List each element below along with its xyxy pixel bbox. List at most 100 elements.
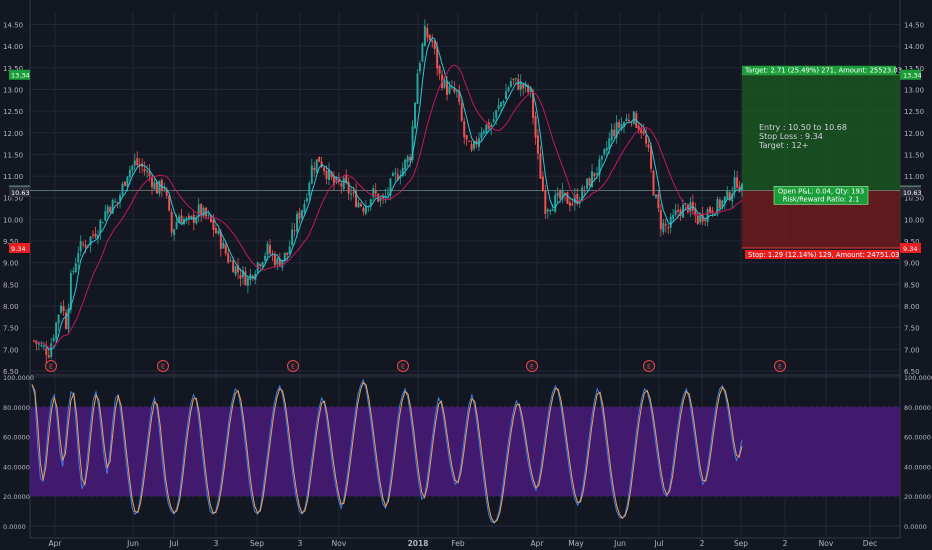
candle: [325, 165, 328, 185]
earnings-marker[interactable]: E: [45, 360, 57, 372]
candle: [74, 257, 77, 274]
candle: [551, 204, 554, 212]
candle: [355, 183, 358, 208]
earnings-marker[interactable]: E: [157, 360, 169, 372]
candle: [146, 165, 149, 178]
candle: [298, 207, 301, 224]
candle: [288, 240, 291, 255]
earnings-marker[interactable]: E: [643, 360, 655, 372]
candle: [72, 267, 75, 275]
candle: [613, 123, 616, 139]
position-labels: Target: 2.71 (25.49%) 271, Amount: 25523…: [9, 65, 922, 259]
time-tick-label: Nov: [332, 539, 347, 548]
candle: [519, 74, 522, 97]
candle: [455, 89, 458, 98]
price-tick-right: 10.50: [904, 195, 924, 203]
candle: [605, 140, 608, 157]
candle: [106, 204, 109, 218]
candle: [549, 208, 552, 216]
candle: [340, 180, 343, 194]
earnings-marker[interactable]: E: [526, 360, 538, 372]
candle: [492, 111, 495, 123]
candle: [394, 167, 397, 182]
osc-tick-left: 60.0000: [3, 434, 30, 442]
price-tick-left: 12.00: [3, 130, 23, 138]
candle: [443, 77, 446, 89]
candle: [433, 39, 436, 55]
candle: [94, 226, 97, 240]
candle: [699, 213, 702, 225]
time-tick-label: 3: [298, 539, 303, 548]
candle: [463, 117, 466, 145]
candle: [659, 203, 662, 237]
candle: [234, 265, 237, 277]
candle: [79, 235, 82, 257]
price-tick-right: 9.50: [904, 238, 920, 246]
candle: [372, 185, 375, 201]
risk-reward-label: Risk/Reward Ratio: 2.1: [783, 195, 860, 203]
time-tick-label: 3: [214, 539, 219, 548]
price-tick-right: 11.00: [904, 173, 924, 181]
candle: [202, 205, 205, 219]
price-axis-badge: [900, 187, 921, 198]
earnings-marker[interactable]: E: [287, 360, 299, 372]
svg-text:E: E: [401, 363, 405, 371]
svg-text:E: E: [778, 363, 782, 371]
candle: [438, 64, 441, 80]
candle: [364, 200, 367, 216]
candle: [669, 212, 672, 234]
candle: [468, 140, 471, 143]
time-tick-label: Apr: [531, 539, 545, 548]
price-tick-left: 14.00: [3, 43, 23, 51]
candle: [672, 208, 675, 223]
candle: [239, 268, 242, 287]
target-label-box: [742, 65, 896, 75]
earnings-marker[interactable]: E: [397, 360, 409, 372]
osc-tick-left: 40.0000: [3, 463, 30, 471]
time-tick-label: May: [568, 539, 584, 548]
candle: [696, 212, 699, 225]
oscillator-k-line: [31, 378, 743, 524]
candle: [603, 148, 606, 157]
candle: [728, 191, 731, 202]
candle: [652, 169, 655, 196]
candle: [84, 239, 87, 254]
earnings-marker[interactable]: E: [774, 360, 786, 372]
candle: [546, 207, 549, 219]
candle: [502, 99, 505, 106]
candle: [40, 340, 43, 348]
candle: [222, 238, 225, 249]
time-tick-label: Sep: [734, 539, 748, 548]
candle: [706, 207, 709, 227]
candle: [625, 113, 628, 122]
candle: [332, 171, 335, 191]
price-tick-right: 7.00: [904, 346, 920, 354]
candle: [293, 223, 296, 237]
time-tick-label: 2018: [408, 539, 429, 548]
time-tick-label: Nov: [819, 539, 834, 548]
price-tick-left: 14.50: [3, 21, 23, 29]
stop-label: Stop: 1.29 (12.14%) 129, Amount: 24751.0…: [748, 251, 899, 259]
candle: [119, 192, 122, 209]
candle: [347, 177, 350, 200]
target-label: Target: 2.71 (25.49%) 271, Amount: 25523…: [744, 67, 902, 75]
svg-text:E: E: [530, 363, 534, 371]
price-axis-badge: [900, 69, 921, 80]
price-tick-left: 12.50: [3, 108, 23, 116]
candle: [217, 228, 220, 236]
candle: [269, 239, 271, 256]
candle: [573, 188, 576, 211]
candle: [62, 300, 65, 317]
candle: [114, 198, 117, 203]
candle: [168, 194, 171, 212]
candle: [741, 183, 743, 197]
candle: [522, 83, 525, 96]
candle: [133, 153, 136, 171]
candle: [674, 203, 677, 217]
candle: [536, 129, 539, 160]
candle: [414, 101, 417, 130]
candle: [303, 199, 306, 215]
candle: [718, 197, 721, 214]
candle: [620, 117, 623, 132]
candle: [647, 138, 650, 153]
